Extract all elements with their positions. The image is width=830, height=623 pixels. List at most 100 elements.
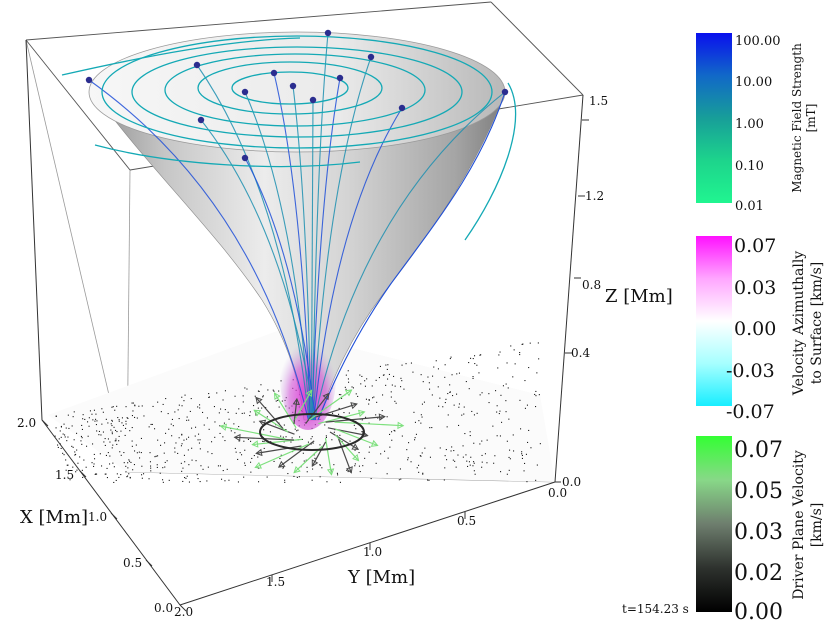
speckle-dot (156, 466, 158, 468)
driver-arrow-head (277, 460, 286, 468)
speckle-dot (128, 459, 130, 461)
speckle-dot (257, 407, 259, 409)
speckle-dot (81, 443, 83, 445)
helical-ring (464, 82, 517, 241)
driver-arrow (325, 416, 385, 423)
driver-arrow-head (305, 389, 313, 398)
speckle-dot (234, 432, 236, 434)
speckle-dot (376, 401, 378, 403)
speckle-dot (174, 451, 176, 453)
speckle-dot (217, 465, 219, 467)
speckle-dot (263, 447, 265, 449)
speckle-dot (67, 436, 69, 438)
speckle-dot (132, 469, 134, 471)
speckle-dot (150, 470, 152, 472)
speckle-dot (64, 434, 66, 436)
speckle-dot (64, 436, 66, 438)
driver-arrow (256, 445, 302, 454)
speckle-dot (83, 459, 85, 461)
speckle-dot (273, 460, 275, 462)
speckle-dot (481, 466, 483, 468)
colorbar-unit: to Surface [km/s] (809, 262, 825, 385)
speckle-dot (389, 446, 391, 448)
colorbar-tick-label: 0.07 (734, 235, 776, 257)
speckle-dot (394, 430, 396, 432)
field-line (312, 56, 372, 421)
speckle-dot (82, 476, 84, 478)
speckle-dot (407, 459, 409, 461)
speckle-dot (235, 412, 237, 414)
speckle-dot (362, 465, 364, 467)
speckle-dot (461, 414, 463, 416)
speckle-dot (104, 444, 106, 446)
speckle-dot (341, 397, 343, 399)
colorbar-tick-label: -0.07 (726, 401, 775, 423)
speckle-dot (188, 419, 190, 421)
speckle-dot (427, 376, 429, 378)
speckle-dot (361, 375, 363, 377)
speckle-dot (219, 465, 221, 467)
speckle-dot (249, 415, 251, 417)
speckle-dot (148, 478, 150, 480)
speckle-dot (199, 439, 201, 441)
speckle-dot (297, 429, 299, 431)
speckle-dot (93, 453, 95, 455)
speckle-dot (183, 400, 185, 402)
speckle-dot (247, 438, 249, 440)
speckle-dot (492, 425, 494, 427)
speckle-dot (313, 454, 315, 456)
speckle-dot (312, 468, 314, 470)
speckle-dot (293, 475, 295, 477)
speckle-dot (416, 467, 418, 469)
speckle-dot (228, 479, 230, 481)
speckle-dot (224, 390, 226, 392)
field-line (200, 119, 316, 421)
speckle-dot (405, 363, 407, 365)
x-tick-label: 0.0 (154, 601, 173, 615)
speckle-dot (116, 405, 118, 407)
speckle-dot (357, 395, 359, 397)
seed-point (309, 96, 317, 104)
speckle-dot (55, 427, 57, 429)
speckle-dot (399, 468, 401, 470)
speckle-dot (282, 467, 284, 469)
colorbar-velocity-gradient (696, 236, 732, 406)
speckle-dot (507, 387, 509, 389)
speckle-dot (238, 408, 240, 410)
speckle-dot (375, 379, 377, 381)
speckle-dot (105, 454, 107, 456)
speckle-dot (131, 415, 133, 417)
driver-arrow-head (397, 421, 405, 430)
speckle-dot (375, 462, 377, 464)
speckle-dot (427, 479, 429, 481)
speckle-dot (473, 470, 475, 472)
speckle-dot (91, 413, 93, 415)
z-tick-label: 0.0 (562, 475, 581, 489)
field-line-seed-points (85, 29, 509, 162)
speckle-dot (244, 462, 246, 464)
speckle-dot (154, 428, 156, 430)
speckle-dot (111, 447, 113, 449)
speckle-dot (127, 462, 129, 464)
speckle-dot (197, 439, 199, 441)
speckle-dot (464, 433, 466, 435)
speckle-dot (277, 399, 279, 401)
speckle-dot (77, 462, 79, 464)
speckle-dot (60, 447, 62, 449)
speckle-dot (131, 440, 133, 442)
colorbar-title: Magnetic Field Strength (790, 43, 804, 193)
speckle-dot (355, 428, 357, 430)
speckle-dot (530, 447, 532, 449)
speckle-dot (155, 455, 157, 457)
speckle-dot (178, 418, 180, 420)
speckle-dot (72, 466, 74, 468)
speckle-dot (382, 394, 384, 396)
speckle-dot (154, 456, 156, 458)
speckle-dot (65, 469, 67, 471)
speckle-dot (81, 428, 83, 430)
speckle-dot (442, 406, 444, 408)
driver-arrow (293, 398, 298, 425)
speckle-dot (521, 343, 523, 345)
speckle-dot (420, 455, 422, 457)
